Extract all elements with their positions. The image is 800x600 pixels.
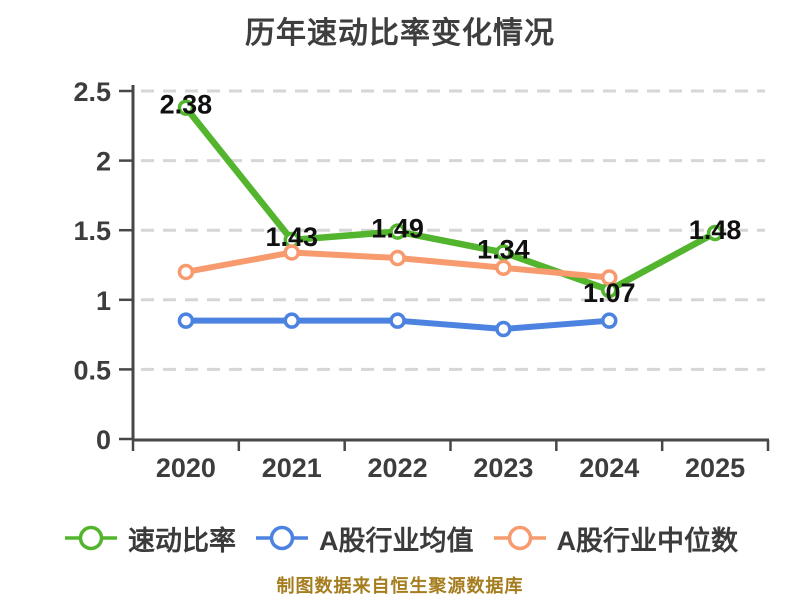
data-point-a-share-industry-median-2021 (283, 244, 300, 261)
legend-label-a-share-industry-mean: A股行业均值 (319, 525, 474, 556)
data-label-quick-ratio-2024: 1.07 (583, 278, 636, 308)
data-point-a-share-industry-median-2020 (177, 263, 195, 281)
x-tick-label: 2025 (685, 453, 745, 483)
chart-legend: 速动比率 A股行业均值 A股行业中位数 (0, 518, 800, 558)
data-label-quick-ratio-2021: 1.43 (265, 222, 318, 252)
x-tick-label: 2024 (579, 453, 639, 483)
quick-ratio-line-marker-icon (65, 525, 117, 551)
x-tick-label: 2022 (368, 453, 428, 483)
legend-label-a-share-industry-median: A股行业中位数 (556, 525, 739, 556)
industry-mean-line-marker-icon (256, 525, 308, 551)
data-point-quick-ratio-2022 (389, 223, 406, 240)
data-point-a-share-industry-mean-2023 (495, 320, 512, 338)
y-tick-label: 1.5 (73, 216, 111, 246)
legend-item-quick-ratio: 速动比率 (62, 519, 236, 558)
data-label-quick-ratio-2025: 1.48 (689, 215, 742, 245)
data-point-a-share-industry-mean-2022 (389, 312, 406, 329)
data-point-a-share-industry-median-2022 (389, 249, 406, 267)
y-tick-label: 1 (96, 286, 111, 316)
industry-median-line-marker-icon (493, 525, 546, 551)
legend-label-quick-ratio: 速动比率 (128, 525, 236, 556)
x-tick-label: 2023 (473, 453, 533, 483)
data-point-quick-ratio-2020 (177, 99, 195, 116)
x-tick-label: 2021 (262, 453, 322, 483)
y-tick-label: 2.5 (73, 77, 111, 107)
data-label-quick-ratio-2020: 2.38 (160, 90, 213, 120)
data-source-note: 制图数据来自恒生聚源数据库 (276, 576, 524, 596)
chart-title: 历年速动比率变化情况 (245, 17, 555, 50)
data-point-a-share-industry-mean-2024 (601, 312, 618, 329)
legend-item-a-share-industry-median: A股行业中位数 (491, 519, 739, 558)
data-label-quick-ratio-2023: 1.34 (477, 234, 530, 264)
data-point-quick-ratio-2025 (706, 224, 724, 242)
data-point-a-share-industry-mean-2020 (177, 312, 195, 329)
data-point-a-share-industry-mean-2021 (283, 312, 300, 329)
y-tick-label: 0 (96, 425, 111, 455)
legend-item-a-share-industry-mean: A股行业均值 (253, 519, 474, 558)
data-point-quick-ratio-2023 (495, 244, 512, 261)
y-tick-label: 2 (96, 147, 111, 177)
y-tick-label: 0.5 (73, 355, 111, 385)
data-point-a-share-industry-median-2024 (601, 269, 618, 286)
data-point-a-share-industry-median-2023 (495, 259, 512, 277)
data-label-quick-ratio-2022: 1.49 (371, 214, 424, 244)
x-tick-label: 2020 (156, 453, 216, 483)
series-line-quick-ratio (182, 104, 719, 294)
